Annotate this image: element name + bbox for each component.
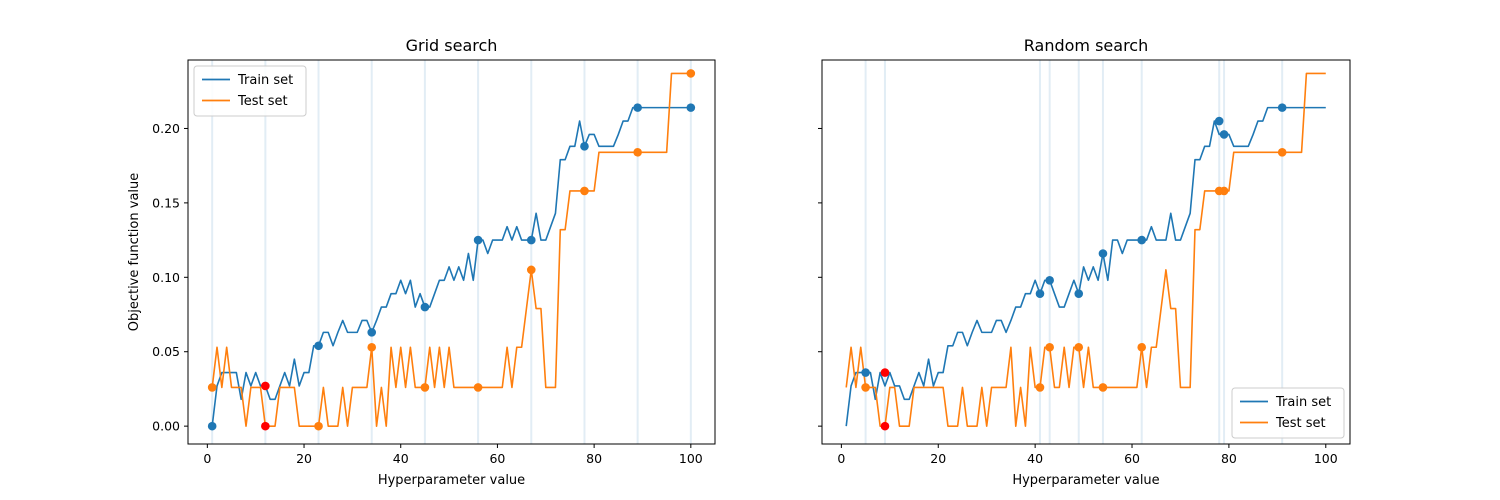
y-axis-label: Objective function value — [127, 173, 142, 332]
data-point-train-set — [420, 302, 430, 312]
legend-box — [193, 65, 307, 117]
data-point-train-set — [633, 103, 642, 112]
data-point-best — [261, 381, 270, 391]
data-point-test-set — [580, 186, 589, 196]
x-tick-label: 60 — [489, 451, 505, 466]
y-tick-label: 0.05 — [152, 344, 180, 359]
data-point-test-set — [1219, 186, 1229, 196]
data-point-train-set — [580, 142, 589, 151]
data-point-train-set — [1045, 275, 1054, 285]
x-tick-label: 40 — [393, 451, 409, 466]
y-tick-label: 0.00 — [152, 419, 180, 434]
plot-frame — [821, 59, 1351, 445]
x-tick-label: 20 — [296, 451, 312, 466]
series-line-train-set — [845, 106, 1326, 427]
plot-frame — [187, 59, 716, 445]
data-point-test-set — [1137, 342, 1147, 352]
data-point-test-set — [473, 383, 483, 392]
legend-entry: Train set — [1275, 395, 1331, 410]
y-tick-label: 0.15 — [152, 195, 180, 210]
data-point-best — [261, 421, 270, 431]
legend-entry: Test set — [1275, 416, 1326, 431]
data-point-train-set — [314, 341, 323, 351]
y-tick-label: 0.20 — [152, 121, 180, 136]
data-point-train-set — [473, 235, 483, 245]
grid-search-chart: 0 20 40 60 80 100 0.00 0.05 0.10 0.15 0.20 Grid sea… — [127, 36, 716, 488]
data-point-test-set — [686, 69, 696, 78]
x-tick-label: 20 — [930, 451, 946, 466]
data-point-train-set — [861, 368, 870, 377]
data-point-test-set — [314, 421, 323, 431]
series-line-test-set — [211, 72, 691, 427]
x-tick-label: 40 — [1027, 451, 1043, 466]
data-point-best — [880, 421, 890, 431]
x-tick-label: 100 — [1314, 451, 1338, 466]
data-point-train-set — [367, 328, 377, 337]
x-tick-label: 100 — [679, 451, 703, 466]
data-point-test-set — [1045, 342, 1054, 352]
legend: Train set Test set — [1231, 387, 1345, 439]
x-tick-label: 0 — [837, 451, 845, 466]
legend-entry: Train set — [237, 73, 293, 88]
chart-title: Random search — [1024, 36, 1148, 55]
data-point-test-set — [1074, 342, 1084, 352]
legend-box — [1231, 387, 1345, 439]
chart-title: Grid search — [406, 36, 498, 55]
data-point-train-set — [1074, 289, 1084, 298]
legend-entry: Test set — [237, 94, 288, 109]
x-tick-label: 60 — [1124, 451, 1140, 466]
data-point-train-set — [1137, 235, 1147, 245]
series-line-train-set — [211, 106, 691, 427]
data-point-train-set — [1219, 130, 1229, 139]
data-point-test-set — [1035, 383, 1045, 392]
data-point-train-set — [686, 103, 696, 112]
data-point-test-set — [420, 383, 430, 392]
x-axis-label: Hyperparameter value — [378, 473, 525, 488]
data-point-train-set — [1098, 249, 1108, 258]
data-point-test-set — [633, 147, 642, 157]
random-search-chart: 0 20 40 60 80 100 Random search Hyperparameter … — [818, 36, 1351, 488]
data-point-best — [880, 368, 890, 377]
legend: Train set Test set — [193, 65, 307, 117]
series-line-test-set — [845, 72, 1326, 427]
x-axis-label: Hyperparameter value — [1012, 473, 1159, 488]
data-point-train-set — [1035, 289, 1045, 298]
x-tick-label: 80 — [1221, 451, 1237, 466]
data-point-test-set — [207, 383, 217, 392]
data-point-train-set — [1214, 116, 1224, 126]
data-point-test-set — [367, 342, 377, 352]
data-point-test-set — [1277, 147, 1287, 157]
data-point-train-set — [526, 235, 536, 245]
data-point-test-set — [526, 265, 536, 275]
data-point-train-set — [1277, 103, 1287, 112]
data-point-train-set — [207, 421, 217, 431]
x-tick-label: 0 — [203, 451, 211, 466]
y-tick-label: 0.10 — [152, 270, 180, 285]
data-point-test-set — [861, 383, 870, 392]
x-tick-label: 80 — [586, 451, 602, 466]
data-point-test-set — [1098, 383, 1108, 392]
